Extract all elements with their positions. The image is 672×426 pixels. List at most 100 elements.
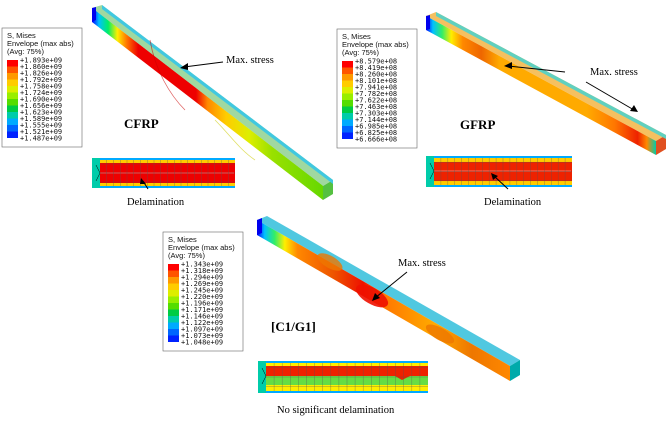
legend-swatch xyxy=(342,87,353,94)
legend-value: +1.122e+09 xyxy=(181,319,223,327)
legend-hybrid: S, Mises Envelope (max abs) (Avg: 75%) +… xyxy=(162,231,244,352)
legend-value: +1.196e+09 xyxy=(181,300,223,308)
legend-swatch xyxy=(168,283,179,290)
legend-swatch xyxy=(7,105,18,112)
legend-swatch xyxy=(168,303,179,310)
legend-value: +7.941e+08 xyxy=(355,84,397,92)
arrow-head-icon xyxy=(140,178,146,184)
legend-value: +1.893e+09 xyxy=(20,57,62,65)
legend-value: +7.622e+08 xyxy=(355,97,397,105)
legend-swatch xyxy=(342,74,353,81)
legend-value: +1.826e+09 xyxy=(20,70,62,78)
legend-value: +1.656e+09 xyxy=(20,102,62,110)
arrow-head-icon xyxy=(491,173,498,180)
legend-swatch xyxy=(7,112,18,119)
delamination-view-gfrp xyxy=(426,156,572,187)
legend-value: +7.144e+08 xyxy=(355,116,397,124)
panel-gfrp: S, Mises Envelope (max abs) (Avg: 75%) +… xyxy=(336,12,666,208)
legend-value: +8.260e+08 xyxy=(355,71,397,79)
panel-hybrid: S, Mises Envelope (max abs) (Avg: 75%) +… xyxy=(162,216,520,416)
legend-swatch xyxy=(168,335,179,342)
legend-value: +1.623e+09 xyxy=(20,109,62,117)
legend-subtitle: Envelope (max abs) xyxy=(168,243,235,252)
legend-color-bar xyxy=(7,60,18,138)
beam-gfrp xyxy=(426,12,666,155)
beam-hybrid xyxy=(257,216,520,381)
legend-swatch xyxy=(168,290,179,297)
legend-value: +6.985e+08 xyxy=(355,123,397,131)
legend-swatch xyxy=(342,106,353,113)
legend-swatch xyxy=(342,113,353,120)
legend-value: +1.294e+09 xyxy=(181,274,223,282)
legend-value: +1.146e+09 xyxy=(181,313,223,321)
legend-avg: (Avg: 75%) xyxy=(168,251,205,260)
max-stress-arrow xyxy=(585,81,635,111)
legend-value: +1.487e+09 xyxy=(20,135,62,143)
legend-cfrp: S, Mises Envelope (max abs) (Avg: 75%) +… xyxy=(1,27,83,148)
delamination-arrow xyxy=(493,175,509,190)
arrow-head-icon xyxy=(372,293,380,301)
legend-swatch xyxy=(7,99,18,106)
legend-swatch xyxy=(168,329,179,336)
legend-value: +1.343e+09 xyxy=(181,261,223,269)
legend-swatch xyxy=(168,309,179,316)
legend-value: +8.579e+08 xyxy=(355,58,397,66)
legend-swatch xyxy=(342,61,353,68)
legend-swatch xyxy=(342,126,353,133)
material-label: [C1/G1] xyxy=(271,319,316,334)
legend-subtitle: Envelope (max abs) xyxy=(7,39,74,48)
delamination-caption: No significant delamination xyxy=(277,405,395,416)
legend-color-bar xyxy=(342,61,353,139)
legend-title: S, Mises xyxy=(7,31,36,40)
legend-value: +7.463e+08 xyxy=(355,103,397,111)
beam-cfrp xyxy=(92,5,333,200)
legend-value: +1.318e+09 xyxy=(181,267,223,275)
legend-swatch xyxy=(7,131,18,138)
legend-swatch xyxy=(168,270,179,277)
legend-swatch xyxy=(342,119,353,126)
panel-cfrp: S, Mises Envelope (max abs) (Avg: 75%) +… xyxy=(1,5,333,208)
legend-value: +1.521e+09 xyxy=(20,128,62,136)
legend-value: +1.073e+09 xyxy=(181,332,223,340)
legend-avg: (Avg: 75%) xyxy=(7,47,44,56)
legend-swatch xyxy=(168,322,179,329)
legend-value: +6.825e+08 xyxy=(355,129,397,137)
delamination-view-cfrp xyxy=(92,158,235,188)
legend-swatch xyxy=(342,67,353,74)
legend-value: +1.860e+09 xyxy=(20,63,62,71)
legend-swatch xyxy=(342,93,353,100)
legend-title: S, Mises xyxy=(342,32,371,41)
legend-values: +1.893e+09+1.860e+09+1.826e+09+1.792e+09… xyxy=(20,57,62,143)
legend-swatch xyxy=(7,79,18,86)
legend-value: +1.269e+09 xyxy=(181,280,223,288)
legend-avg: (Avg: 75%) xyxy=(342,48,379,57)
legend-value: +1.097e+09 xyxy=(181,326,223,334)
legend-values: +8.579e+08+8.419e+08+8.260e+08+8.101e+08… xyxy=(355,58,397,144)
legend-gfrp: S, Mises Envelope (max abs) (Avg: 75%) +… xyxy=(336,28,418,149)
legend-value: +1.555e+09 xyxy=(20,122,62,130)
legend-value: +1.690e+09 xyxy=(20,96,62,104)
legend-value: +1.171e+09 xyxy=(181,306,223,314)
legend-swatch xyxy=(342,80,353,87)
arrow-head-icon xyxy=(180,63,188,70)
material-label: CFRP xyxy=(124,116,159,131)
material-label: GFRP xyxy=(460,117,495,132)
legend-swatch xyxy=(168,316,179,323)
legend-value: +8.101e+08 xyxy=(355,77,397,85)
legend-swatch xyxy=(342,100,353,107)
legend-swatch xyxy=(7,92,18,99)
legend-value: +1.245e+09 xyxy=(181,287,223,295)
legend-value: +1.724e+09 xyxy=(20,89,62,97)
legend-swatch xyxy=(7,66,18,73)
legend-swatch xyxy=(168,277,179,284)
legend-swatch xyxy=(168,296,179,303)
legend-value: +1.048e+09 xyxy=(181,339,223,347)
arrow-head-icon xyxy=(630,105,638,112)
max-stress-label: Max. stress xyxy=(590,67,638,78)
legend-values: +1.343e+09+1.318e+09+1.294e+09+1.269e+09… xyxy=(181,261,223,347)
legend-value: +6.666e+08 xyxy=(355,136,397,144)
delamination-caption: Delamination xyxy=(127,197,185,208)
legend-swatch xyxy=(7,125,18,132)
legend-value: +7.303e+08 xyxy=(355,110,397,118)
max-stress-arrow xyxy=(374,271,408,299)
